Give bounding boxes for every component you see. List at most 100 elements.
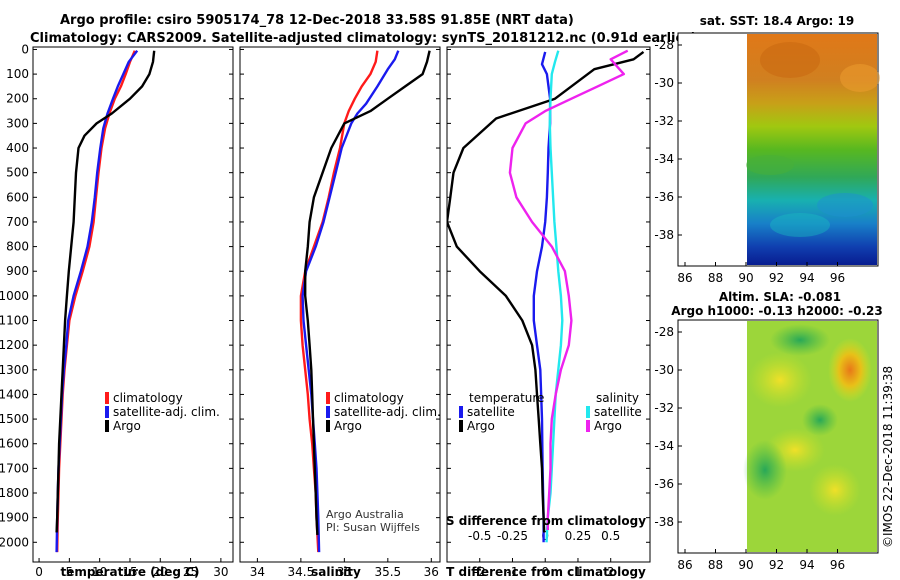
x-tick-label: 1 [574,565,582,579]
x-tick-label: 5 [66,565,74,579]
legend-swatch-argo [105,420,109,432]
difference-legend: temperature satellite Argo salinity sate… [459,391,642,433]
map-y-tick-label: -32 [654,114,674,128]
series-line-satellite-adj-clim- [55,49,139,553]
legend-swatch-t-argo [459,420,463,432]
map-y-tick-label: -32 [654,401,674,415]
map-y-tick-label: -30 [654,363,674,377]
t-difference-axis-label: T difference from climatology [446,565,646,579]
x-tick-label: -2 [474,565,486,579]
x-tick-label: 35.5 [374,565,401,579]
tick-layer: 0100200300400500600700800900100011001200… [0,42,650,579]
legend-swatch-climatology [326,392,330,404]
x-tick-label: 25 [183,565,198,579]
sst-map-axes: 86 88 90 92 94 96 -28 -30 -32 -34 -36 -38 [654,38,845,285]
sla-map-title-line2: Argo h1000: -0.13 h2000: -0.23 [671,304,882,318]
legend-swatch-t-satellite [459,406,463,418]
x-tick-label: 30 [213,565,228,579]
depth-tick-label: 1200 [0,338,29,352]
depth-tick-label: 1300 [0,363,29,377]
legend-label-argo: Argo [334,419,362,433]
x-tick-label: 34.5 [288,565,315,579]
map-y-tick-label: -28 [654,38,674,52]
sst-map-title: sat. SST: 18.4 Argo: 19 [700,14,854,28]
s-difference-axis-label: S difference from climatology [446,514,646,528]
x-tick-label: -1 [506,565,518,579]
depth-tick-label: 1100 [0,314,29,328]
s-diff-tick-label: 0 [541,529,549,543]
legend-swatch-satellite [326,406,330,418]
legend-label-satellite: satellite-adj. clim. [334,405,441,419]
legend-swatch-satellite [105,406,109,418]
header-line1: Argo profile: csiro 5905174_78 12-Dec-20… [60,13,574,28]
credit-label: ©IMOS 22-Dec-2018 11:39:38 [881,366,895,548]
depth-tick-label: 1500 [0,412,29,426]
note-argo-australia: Argo Australia [326,508,404,521]
x-tick-label: 0 [541,565,549,579]
s-diff-tick-label: 0.5 [601,529,620,543]
legend-label-argo: Argo [113,419,141,433]
series-line-temperature-argo [447,50,645,533]
sla-map-title-line1: Altim. SLA: -0.081 [719,290,841,304]
depth-tick-label: 800 [6,240,29,254]
x-tick-label: 0 [35,565,43,579]
s-diff-tick-label: -0.25 [497,529,528,543]
x-tick-label: 34 [250,565,265,579]
temperature-legend: climatology satellite-adj. clim. Argo [105,391,220,433]
map-x-tick-label: 92 [769,271,784,285]
map-y-tick-label: -36 [654,477,674,491]
series-line-climatology [299,50,379,553]
legend-title-salinity: salinity [596,391,639,405]
s-diff-tick-label: 0.25 [565,529,592,543]
depth-tick-label: 500 [6,166,29,180]
sla-map-image [743,321,877,552]
depth-tick-label: 300 [6,116,29,130]
depth-tick-label: 1400 [0,387,29,401]
salinity-series [299,50,431,553]
map-y-tick-label: -30 [654,76,674,90]
salinity-legend: climatology satellite-adj. clim. Argo [326,391,441,433]
x-tick-label: 35 [337,565,352,579]
depth-tick-label: 0 [21,42,29,56]
difference-series [447,49,645,543]
x-tick-label: 10 [92,565,107,579]
sla-map-axes: 86 88 90 92 94 96 -28 -30 -32 -34 -36 -38 [654,325,845,572]
map-y-tick-label: -28 [654,325,674,339]
x-tick-label: 15 [122,565,137,579]
depth-tick-label: 1800 [0,486,29,500]
depth-tick-label: 900 [6,264,29,278]
depth-tick-label: 1900 [0,511,29,525]
map-x-tick-label: 86 [677,271,692,285]
x-tick-label: 36 [424,565,439,579]
salinity-panel-frame [239,46,441,563]
legend-swatch-argo [326,420,330,432]
x-tick-label: 2 [607,565,615,579]
legend-label-t-satellite: satellite [467,405,515,419]
legend-swatch-climatology [105,392,109,404]
header-line2: Climatology: CARS2009. Satellite-adjuste… [30,31,697,46]
temperature-panel-frame [32,46,234,563]
map-y-tick-label: -38 [654,515,674,529]
legend-label-climatology: climatology [113,391,183,405]
map-x-tick-label: 86 [677,558,692,572]
map-x-tick-label: 96 [830,558,845,572]
salinity-axis-label: salinity [311,565,361,579]
depth-tick-label: 400 [6,141,29,155]
legend-swatch-s-satellite [586,406,590,418]
series-line-salinity-satellite [545,50,564,543]
map-x-tick-label: 90 [738,271,753,285]
legend-label-s-argo: Argo [594,419,622,433]
map-x-tick-label: 94 [799,558,814,572]
difference-panel-frame [446,46,651,563]
map-x-tick-label: 88 [708,558,723,572]
series-line-climatology [56,50,136,553]
depth-tick-label: 100 [6,67,29,81]
depth-tick-label: 600 [6,190,29,204]
legend-label-satellite: satellite-adj. clim. [113,405,220,419]
map-y-tick-label: -34 [654,439,674,453]
map-x-tick-label: 92 [769,558,784,572]
depth-tick-label: 1700 [0,461,29,475]
map-x-tick-label: 94 [799,271,814,285]
depth-tick-label: 1000 [0,289,29,303]
temperature-series [55,49,156,553]
